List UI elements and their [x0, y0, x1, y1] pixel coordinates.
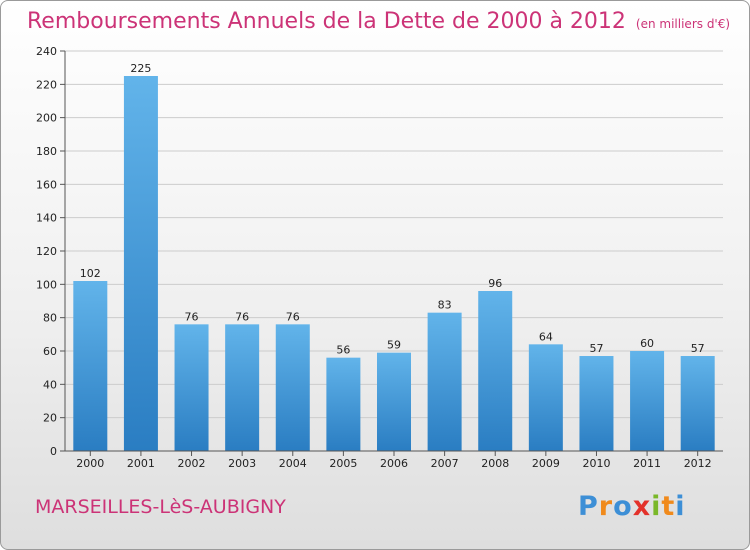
data-label: 56: [336, 344, 350, 357]
x-tick-label: 2010: [582, 457, 610, 470]
logo-letter: t: [661, 491, 676, 522]
y-tick-label: 60: [43, 345, 57, 358]
x-tick-label: 2002: [178, 457, 206, 470]
data-label: 76: [185, 310, 199, 323]
x-tick-label: 2007: [431, 457, 459, 470]
proxiti-logo[interactable]: Proxiti: [578, 491, 686, 522]
logo-letter: r: [598, 491, 614, 522]
x-tick-label: 2012: [684, 457, 712, 470]
title-text: Remboursements Annuels de la Dette de 20…: [27, 9, 626, 34]
x-tick-label: 2003: [228, 457, 256, 470]
data-label: 102: [80, 267, 101, 280]
y-tick-label: 240: [36, 45, 57, 58]
x-tick-label: 2009: [532, 457, 560, 470]
bar: [528, 344, 563, 451]
x-tick-label: 2008: [481, 457, 509, 470]
logo-letter: i: [675, 491, 686, 522]
x-tick-label: 2005: [329, 457, 357, 470]
y-tick-label: 20: [43, 412, 57, 425]
data-label: 96: [488, 277, 502, 290]
x-tick-label: 2004: [279, 457, 307, 470]
logo-letter: o: [613, 491, 633, 522]
bar: [275, 324, 310, 451]
data-label: 57: [691, 342, 705, 355]
bars: 102 225 76 76 76 56 59 83 96 64 57 60 57: [73, 62, 715, 451]
y-tick-label: 80: [43, 312, 57, 325]
logo-letter: P: [578, 491, 599, 522]
y-tick-label: 40: [43, 378, 57, 391]
bar: [326, 357, 361, 451]
x-tick-label: 2000: [76, 457, 104, 470]
bar: [377, 352, 411, 451]
y-tick-label: 220: [36, 78, 57, 91]
y-tick-label: 120: [36, 245, 57, 258]
bar: [123, 76, 158, 451]
bar: [174, 324, 209, 451]
data-label: 60: [640, 337, 654, 350]
bar: [630, 351, 665, 451]
data-label: 83: [438, 299, 452, 312]
bar: [579, 356, 614, 451]
data-label: 76: [286, 310, 300, 323]
x-tick-label: 2001: [127, 457, 155, 470]
bar: [225, 324, 260, 451]
data-label: 59: [387, 339, 401, 352]
x-tick-label: 2011: [633, 457, 661, 470]
x-tick-label: 2006: [380, 457, 408, 470]
logo-letter: i: [651, 491, 662, 522]
data-label: 225: [130, 62, 151, 75]
y-tick-label: 100: [36, 278, 57, 291]
data-label: 57: [589, 342, 603, 355]
bar: [478, 291, 513, 451]
bar: [427, 312, 462, 451]
data-label: 64: [539, 330, 553, 343]
axes: 0 20 40 60 80 100 120 140 160 180 200 220 240 2000 200…: [36, 45, 723, 470]
city-name: MARSEILLES-LèS-AUBIGNY: [35, 496, 286, 518]
logo-letter: x: [632, 491, 652, 522]
data-label: 76: [235, 310, 249, 323]
y-tick-label: 180: [36, 145, 57, 158]
bar: [680, 356, 715, 451]
y-tick-label: 140: [36, 212, 57, 225]
y-tick-label: 200: [36, 112, 57, 125]
bar: [73, 281, 108, 451]
title-unit: (en milliers d'€): [635, 17, 731, 31]
chart-title: Remboursements Annuels de la Dette de 20…: [27, 9, 730, 34]
y-tick-label: 160: [36, 178, 57, 191]
y-tick-label: 0: [50, 445, 57, 458]
